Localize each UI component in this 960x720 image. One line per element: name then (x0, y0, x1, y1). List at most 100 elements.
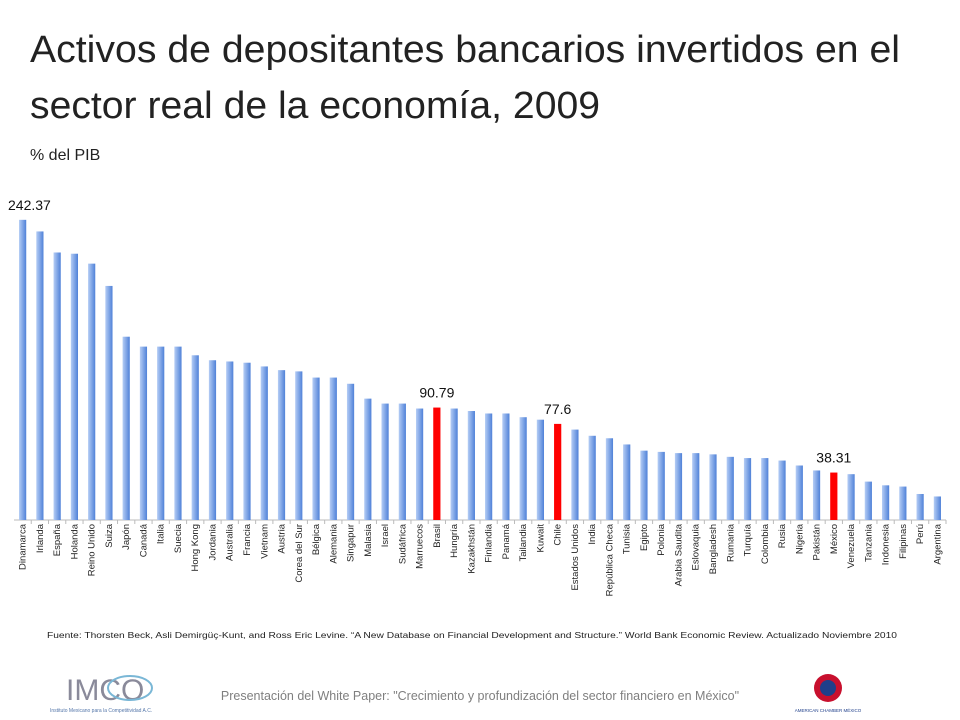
bar (277, 370, 286, 520)
x-tick-label: Italia (156, 523, 167, 544)
x-tick-label: Nigeria (794, 523, 805, 554)
bar (415, 408, 424, 520)
x-tick-label: Dinamarca (18, 523, 29, 570)
x-tick-label: Chile (553, 524, 564, 546)
x-tick-label: Egipto (639, 524, 650, 551)
logo-right: AMERICAN CHAMBER MÉXICO (795, 674, 862, 713)
bar (605, 438, 614, 520)
bar (502, 413, 510, 520)
bar (743, 458, 752, 520)
x-tick-label: Suecia (173, 523, 184, 553)
x-tick-label: Vietnam (259, 524, 270, 559)
bar (916, 493, 924, 520)
bar (864, 481, 872, 520)
bar (554, 423, 562, 520)
logo-inner (820, 680, 836, 696)
x-tick-label: Estados Unidos (570, 524, 581, 591)
bar (536, 419, 545, 520)
bar (329, 377, 337, 520)
x-tick-label: Singapur (346, 524, 357, 562)
x-tick-label: Bélgica (311, 523, 322, 555)
bar (139, 346, 148, 520)
x-tick-label: Tunisia (622, 523, 633, 554)
x-tick-label: Arabia Saudita (673, 523, 684, 586)
subtitle: % del PIB (30, 147, 100, 164)
value-label: 90.79 (419, 385, 454, 401)
bar (726, 456, 734, 520)
x-tick-label: Perú (915, 524, 926, 544)
x-tick-label: Hong Kong (190, 524, 201, 572)
bar (795, 465, 803, 520)
bar (53, 252, 61, 520)
bar (830, 472, 838, 520)
logo-swoosh (107, 675, 153, 701)
bar (312, 377, 320, 520)
x-tick-label: Colombia (760, 523, 771, 564)
logo-name: IMCO (66, 674, 144, 707)
value-label: 77.6 (544, 401, 571, 417)
bar (709, 454, 717, 520)
bar (174, 346, 182, 520)
bar (19, 219, 27, 520)
x-tick-label: Suiza (104, 523, 115, 547)
bar (847, 474, 855, 520)
bar (122, 336, 130, 520)
bar (191, 355, 199, 520)
footer: Presentación del White Paper: "Crecimien… (221, 689, 739, 703)
x-tick-label: Turquía (743, 523, 754, 556)
bar (899, 486, 907, 520)
x-tick-label: Tailandia (518, 523, 529, 561)
bar (381, 403, 389, 520)
title-line: sector real de la economía, 2009 (30, 85, 600, 127)
x-tick-label: Holanda (69, 523, 80, 559)
logo-caption: Instituto Mexicano para la Competitivida… (50, 708, 152, 714)
x-tick-label: Corea del Sur (294, 524, 305, 583)
bar (812, 470, 821, 520)
x-tick-label: República Checa (604, 523, 615, 596)
bar (692, 453, 700, 520)
source: Fuente: Thorsten Beck, Asli Demirgüç-Kun… (47, 630, 897, 640)
bar (881, 485, 890, 520)
bar (588, 435, 596, 520)
x-tick-label: Finlandia (484, 523, 495, 562)
bar (571, 429, 579, 520)
bar (657, 451, 665, 520)
bar (433, 407, 441, 520)
bar (295, 371, 303, 520)
x-tick-label: Marruecos (415, 524, 426, 569)
x-tick-label: Indonesia (881, 523, 892, 565)
x-tick-label: Rumania (725, 523, 736, 562)
x-tick-label: Panamá (501, 523, 512, 559)
x-tick-label: México (829, 524, 840, 554)
x-tick-label: Brasil (432, 524, 443, 548)
bar (467, 411, 475, 520)
bar (157, 346, 165, 520)
x-tick-label: Canadá (138, 523, 149, 557)
x-tick-label: Hungría (449, 523, 460, 558)
x-tick-label: Eslovaquia (691, 523, 702, 570)
bar (519, 417, 527, 520)
x-tick-label: Rusia (777, 523, 788, 548)
bar (933, 496, 941, 520)
bar (346, 383, 355, 520)
bar (398, 403, 406, 520)
bar (485, 413, 493, 520)
bar (761, 458, 769, 520)
bar (70, 253, 79, 520)
x-tick-label: Venezuela (846, 523, 857, 568)
bar (778, 460, 786, 520)
x-tick-label: Israel (380, 524, 391, 547)
x-tick-label: España (52, 523, 63, 556)
bar (105, 285, 113, 520)
x-tick-label: Kuwait (535, 524, 546, 553)
x-tick-label: Sudáfrica (397, 523, 408, 564)
x-tick-label: Francia (242, 523, 253, 555)
bar (36, 231, 44, 520)
bar (208, 360, 217, 520)
bar (226, 361, 234, 520)
bar (260, 366, 268, 520)
value-label: 38.31 (816, 450, 851, 466)
x-tick-label: Japón (121, 524, 132, 550)
x-tick-label: Kazakhstán (466, 524, 477, 574)
